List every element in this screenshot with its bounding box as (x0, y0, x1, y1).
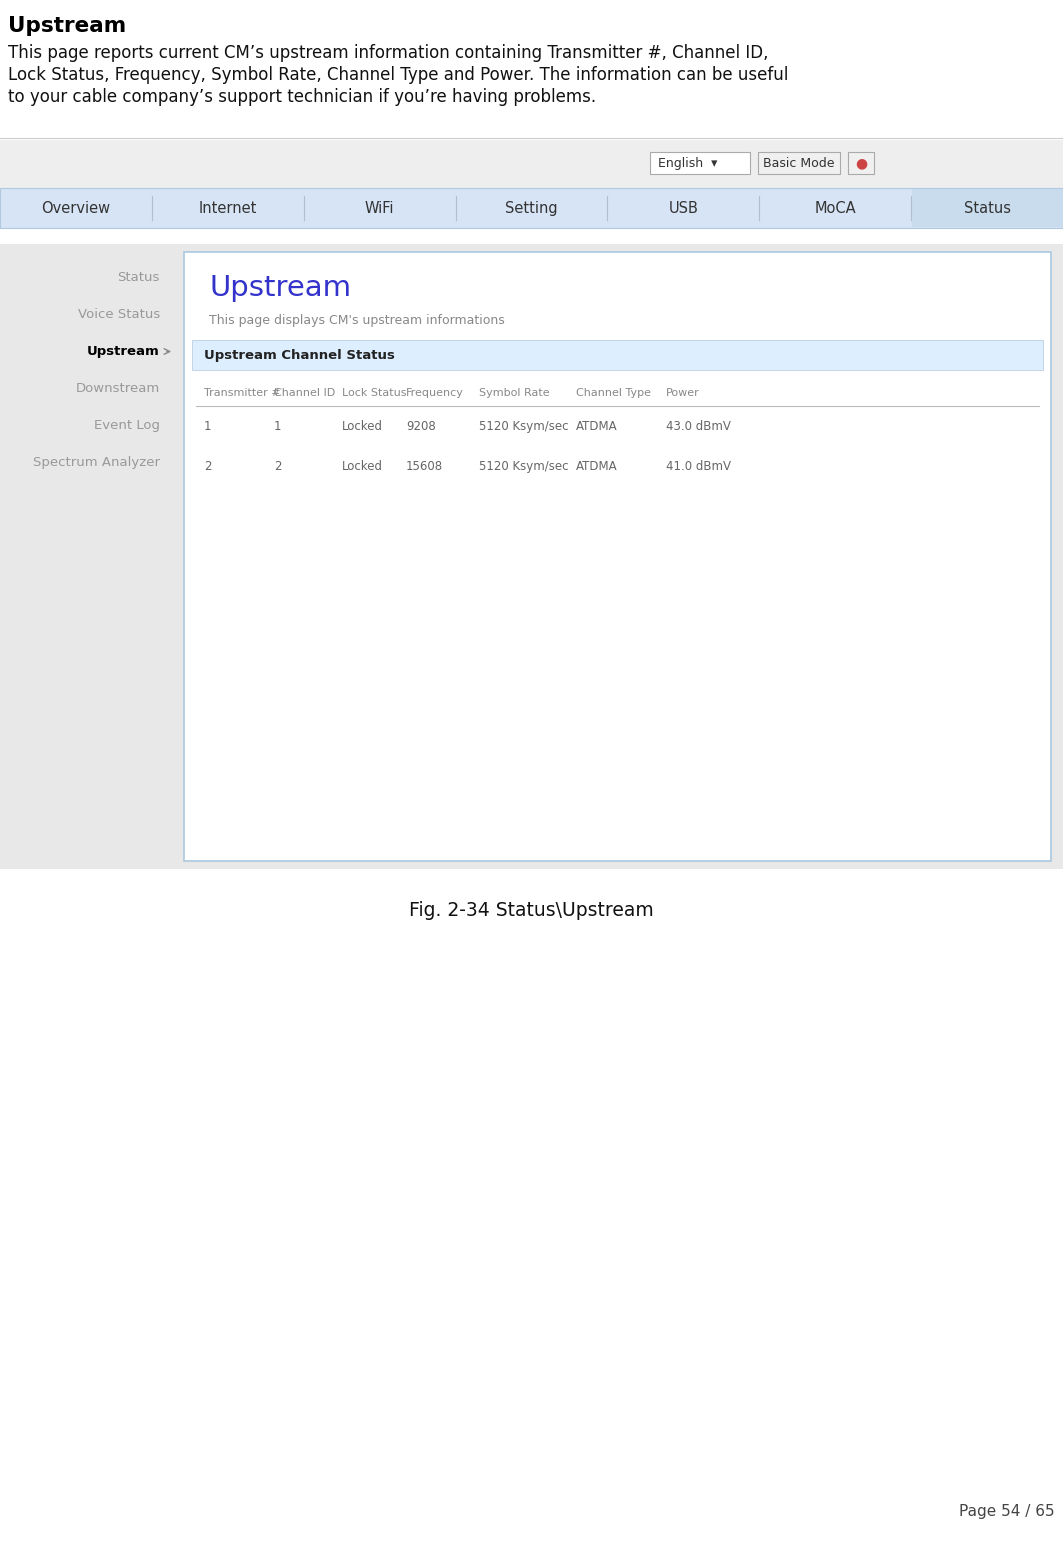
Bar (848, 153, 874, 174)
Text: 2: 2 (204, 461, 212, 473)
Text: Channel Type: Channel Type (576, 388, 651, 398)
Text: Setting: Setting (505, 200, 558, 216)
Text: Downstream: Downstream (75, 382, 161, 394)
Text: Voice Status: Voice Status (78, 308, 161, 321)
Text: to your cable company’s support technician if you’re having problems.: to your cable company’s support technici… (9, 88, 596, 106)
Text: Status: Status (963, 200, 1011, 216)
Text: Upstream: Upstream (9, 15, 126, 35)
Text: Locked: Locked (342, 461, 383, 473)
Text: 15608: 15608 (406, 461, 443, 473)
Text: 1: 1 (274, 421, 282, 433)
Text: Internet: Internet (199, 200, 257, 216)
Text: Fig. 2-34 Status\Upstream: Fig. 2-34 Status\Upstream (409, 901, 654, 920)
Text: WiFi: WiFi (365, 200, 394, 216)
Text: Status: Status (118, 271, 161, 284)
Bar (0, 140, 1063, 188)
Text: Basic Mode: Basic Mode (763, 157, 834, 170)
Text: Event Log: Event Log (94, 419, 161, 431)
Bar (0, 188, 1063, 228)
Text: 5120 Ksym/sec: 5120 Ksym/sec (479, 461, 569, 473)
Bar (192, 341, 1043, 370)
Text: Locked: Locked (342, 421, 383, 433)
Text: This page displays CM's upstream informations: This page displays CM's upstream informa… (209, 314, 505, 327)
Text: 43.0 dBmV: 43.0 dBmV (667, 421, 731, 433)
Text: Symbol Rate: Symbol Rate (479, 388, 550, 398)
Text: MoCA: MoCA (814, 200, 856, 216)
Text: Upstream: Upstream (209, 274, 351, 302)
Bar (912, 190, 1063, 227)
Text: Transmitter #: Transmitter # (204, 388, 281, 398)
Bar (649, 153, 750, 174)
Text: Overview: Overview (41, 200, 111, 216)
Text: 1: 1 (204, 421, 212, 433)
Text: ●: ● (855, 156, 867, 170)
Text: 9208: 9208 (406, 421, 436, 433)
Bar (184, 253, 1051, 861)
Text: Page 54 / 65: Page 54 / 65 (960, 1504, 1054, 1519)
Text: English  ▾: English ▾ (658, 157, 718, 170)
Text: 2: 2 (274, 461, 282, 473)
Text: Power: Power (667, 388, 699, 398)
Text: 5120 Ksym/sec: 5120 Ksym/sec (479, 421, 569, 433)
Text: USB: USB (669, 200, 698, 216)
Text: Lock Status: Lock Status (342, 388, 406, 398)
Bar (758, 153, 840, 174)
Text: Upstream Channel Status: Upstream Channel Status (204, 348, 394, 362)
Text: This page reports current CM’s upstream information containing Transmitter #, Ch: This page reports current CM’s upstream … (9, 45, 769, 62)
Bar (0, 243, 1063, 869)
Text: 41.0 dBmV: 41.0 dBmV (667, 461, 731, 473)
Text: Lock Status, Frequency, Symbol Rate, Channel Type and Power. The information can: Lock Status, Frequency, Symbol Rate, Cha… (9, 66, 789, 85)
Text: Frequency: Frequency (406, 388, 463, 398)
Text: ATDMA: ATDMA (576, 421, 618, 433)
Text: ATDMA: ATDMA (576, 461, 618, 473)
Text: Channel ID: Channel ID (274, 388, 335, 398)
Text: Upstream: Upstream (87, 345, 161, 358)
Text: Spectrum Analyzer: Spectrum Analyzer (33, 456, 161, 468)
